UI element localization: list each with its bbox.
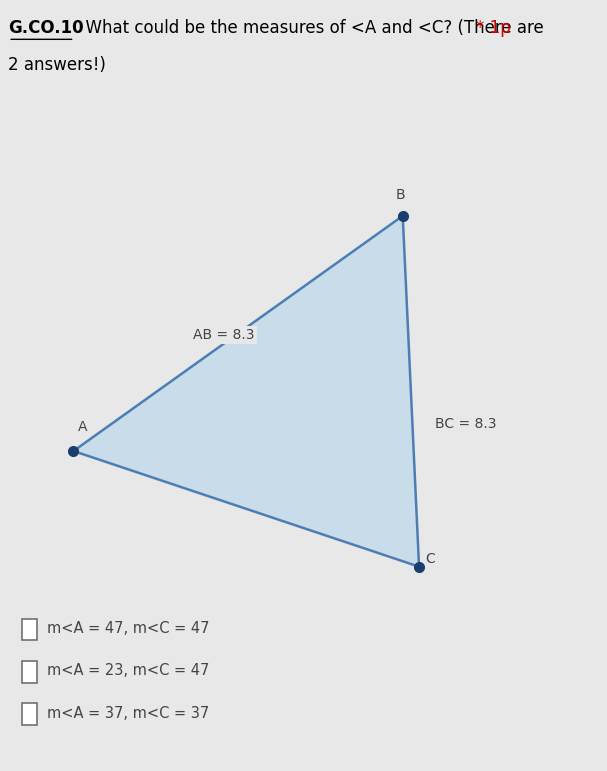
Text: A: A xyxy=(78,420,87,434)
FancyBboxPatch shape xyxy=(22,618,37,640)
FancyBboxPatch shape xyxy=(22,703,37,725)
Text: B: B xyxy=(395,188,405,202)
Text: m<A = 47, m<C = 47: m<A = 47, m<C = 47 xyxy=(47,621,209,636)
Text: What could be the measures of <A and <C? (There are: What could be the measures of <A and <C?… xyxy=(75,19,543,37)
Text: 2 answers!): 2 answers!) xyxy=(8,56,106,74)
FancyBboxPatch shape xyxy=(22,661,37,682)
Text: C: C xyxy=(426,552,435,566)
Text: m<A = 23, m<C = 47: m<A = 23, m<C = 47 xyxy=(47,663,209,678)
Polygon shape xyxy=(73,216,419,567)
Text: * 1p: * 1p xyxy=(476,19,511,37)
Text: BC = 8.3: BC = 8.3 xyxy=(435,417,497,431)
Text: G.CO.10: G.CO.10 xyxy=(8,19,84,37)
Text: AB = 8.3: AB = 8.3 xyxy=(193,328,255,342)
Text: m<A = 37, m<C = 37: m<A = 37, m<C = 37 xyxy=(47,705,209,721)
